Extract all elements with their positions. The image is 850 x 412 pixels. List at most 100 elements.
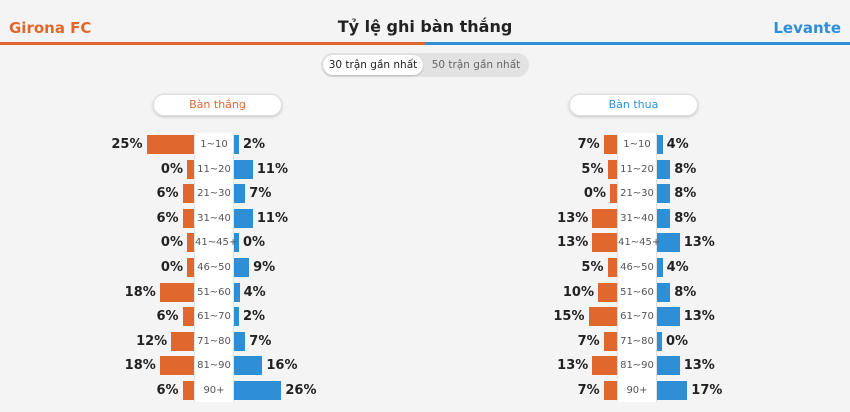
- home-bar: [159, 282, 194, 302]
- home-bar: [182, 307, 194, 327]
- away-percent-label: 16%: [266, 358, 298, 374]
- home-percent-label: 10%: [562, 284, 594, 300]
- away-bar: [655, 159, 671, 179]
- home-bar: [146, 135, 194, 154]
- away-bar: [232, 208, 253, 228]
- home-color-divider: [0, 42, 425, 45]
- home-percent-label: 5%: [581, 260, 604, 275]
- home-percent-label: 7%: [577, 137, 600, 152]
- interval-label: 21~30: [620, 188, 654, 200]
- home-bar: [607, 159, 617, 179]
- home-bar: [182, 381, 194, 400]
- interval-label: 46~50: [620, 262, 654, 273]
- away-percent-label: 8%: [674, 284, 697, 300]
- home-bar: [187, 159, 194, 179]
- away-bar: [655, 135, 663, 154]
- home-percent-label: 7%: [577, 383, 600, 398]
- away-team-name: Levante: [773, 19, 841, 37]
- home-bar: [598, 282, 617, 302]
- home-bar: [603, 331, 617, 351]
- home-percent-label: 0%: [160, 260, 183, 275]
- home-bar: [610, 184, 617, 204]
- home-percent-label: 6%: [156, 210, 179, 226]
- home-team-name: Girona FC: [9, 19, 92, 37]
- interval-label: 46~50: [197, 262, 231, 273]
- interval-label: 1~10: [623, 139, 651, 150]
- away-percent-label: 13%: [683, 358, 715, 374]
- home-percent-label: 6%: [156, 383, 179, 398]
- away-bar: [655, 356, 680, 376]
- away-bar: [655, 381, 688, 400]
- away-percent-label: 9%: [253, 260, 276, 275]
- away-bar: [655, 331, 662, 351]
- home-percent-label: 0%: [160, 235, 183, 251]
- home-percent-label: 0%: [160, 161, 183, 177]
- home-bar: [159, 356, 194, 376]
- home-percent-label: 13%: [557, 358, 589, 374]
- away-bar: [232, 381, 282, 400]
- period-tabs: 30 trận gần nhất 50 trận gần nhất: [321, 53, 529, 77]
- away-percent-label: 7%: [249, 186, 272, 202]
- tab-30-matches[interactable]: 30 trận gần nhất: [323, 55, 423, 75]
- away-percent-label: 13%: [683, 235, 715, 251]
- tab-50-matches[interactable]: 50 trận gần nhất: [431, 59, 521, 71]
- home-bar: [592, 208, 617, 228]
- home-bar: [171, 331, 194, 351]
- away-percent-label: 7%: [249, 333, 272, 349]
- interval-label: 61~70: [197, 311, 231, 323]
- away-bar: [655, 184, 671, 204]
- home-percent-label: 13%: [557, 235, 589, 251]
- away-percent-label: 13%: [683, 309, 715, 325]
- away-percent-label: 17%: [691, 383, 723, 398]
- home-bar: [592, 233, 617, 253]
- away-percent-label: 11%: [256, 210, 289, 226]
- interval-label: 51~60: [620, 286, 654, 298]
- away-percent-label: 4%: [666, 137, 689, 152]
- interval-label-column: 1~10 11~20 21~30 31~40 41~45+ 46~50 51~60 61~70…: [194, 133, 238, 402]
- home-bar: [182, 208, 194, 228]
- conceded-panel-title: Bàn thua: [569, 94, 698, 116]
- scored-panel-title: Bàn thắng: [153, 94, 282, 116]
- interval-label: 1~10: [200, 139, 228, 150]
- interval-label: 11~20: [620, 163, 654, 175]
- interval-label: 41~45+: [618, 237, 661, 249]
- away-percent-label: 2%: [243, 309, 266, 325]
- home-bar: [187, 233, 194, 253]
- away-bar: [655, 208, 671, 228]
- home-percent-label: 15%: [553, 309, 585, 325]
- away-bar: [655, 233, 680, 253]
- interval-label: 90+: [626, 385, 648, 396]
- away-percent-label: 0%: [243, 235, 266, 251]
- home-bar: [187, 258, 194, 277]
- home-percent-label: 18%: [124, 284, 156, 300]
- home-percent-label: 6%: [156, 309, 179, 325]
- home-bar: [603, 381, 617, 400]
- away-percent-label: 8%: [674, 186, 697, 202]
- away-bar: [232, 307, 239, 327]
- home-bar: [182, 184, 194, 204]
- away-percent-label: 0%: [666, 333, 689, 349]
- page-title: Tỷ lệ ghi bàn thắng: [337, 17, 513, 36]
- interval-label: 71~80: [197, 335, 231, 347]
- away-percent-label: 4%: [243, 284, 266, 300]
- home-bar: [607, 258, 617, 277]
- away-bar: [655, 282, 671, 302]
- home-percent-label: 7%: [577, 333, 600, 349]
- away-bar: [232, 159, 253, 179]
- away-bar: [655, 258, 663, 277]
- interval-label: 81~90: [197, 360, 231, 372]
- home-percent-label: 6%: [156, 186, 179, 202]
- away-bar: [232, 282, 240, 302]
- home-bar: [592, 356, 617, 376]
- interval-label: 41~45+: [195, 237, 238, 249]
- interval-label: 31~40: [197, 212, 231, 224]
- home-percent-label: 25%: [111, 137, 143, 152]
- interval-label: 11~20: [197, 163, 231, 175]
- interval-label: 90+: [203, 385, 225, 396]
- home-percent-label: 5%: [581, 161, 604, 177]
- interval-label-column: 1~10 11~20 21~30 31~40 41~45+ 46~50 51~60 61~70…: [617, 133, 661, 402]
- away-bar: [232, 184, 246, 204]
- home-percent-label: 13%: [557, 210, 589, 226]
- away-bar: [232, 233, 239, 253]
- away-percent-label: 2%: [243, 137, 266, 152]
